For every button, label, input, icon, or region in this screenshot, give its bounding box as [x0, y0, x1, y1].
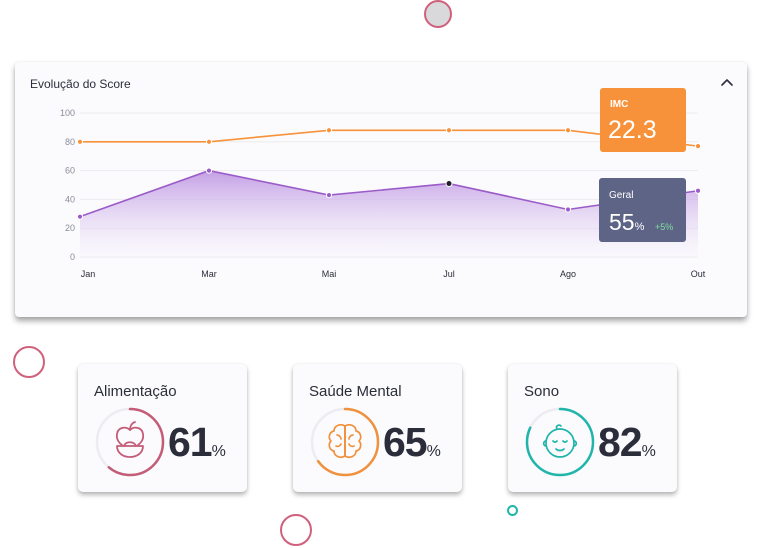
y-tick-label: 40 [65, 194, 75, 204]
metric-value: 65% [383, 419, 441, 466]
point-geral [325, 191, 333, 199]
tooltip-geral-delta: +5% [655, 222, 674, 232]
tooltip-geral-value: 55% [609, 209, 644, 236]
tooltip-imc: IMC 22.3 [600, 88, 686, 152]
decorative-circle-top [424, 0, 452, 28]
metric-card-alimentacao[interactable]: Alimentação 61% [78, 364, 247, 492]
tooltip-imc-label: IMC [610, 99, 629, 110]
x-tick-label: Mai [322, 269, 337, 279]
x-tick-label: Jan [81, 269, 96, 279]
y-tick-label: 0 [70, 252, 75, 262]
point-geral [445, 180, 453, 188]
decorative-dot-teal [507, 505, 518, 516]
brain-icon [328, 423, 362, 459]
y-tick-label: 20 [65, 223, 75, 233]
point-imc [694, 143, 702, 150]
metric-label: Alimentação [94, 383, 177, 400]
metric-label: Saúde Mental [309, 383, 402, 400]
x-tick-label: Jul [443, 269, 455, 279]
progress-ring [310, 407, 380, 477]
point-geral [76, 213, 84, 220]
point-imc [76, 138, 84, 145]
series-area-geral [80, 170, 698, 257]
decorative-circle-left [13, 346, 45, 378]
metric-label: Sono [524, 383, 560, 400]
point-imc [325, 127, 333, 134]
point-imc [205, 138, 213, 145]
y-tick-label: 100 [60, 108, 75, 118]
x-tick-label: Out [691, 269, 706, 279]
metric-unit: % [426, 443, 441, 460]
metric-value: 82% [598, 419, 656, 466]
y-tick-label: 60 [65, 166, 75, 176]
chart-title: Evolução do Score [30, 77, 131, 91]
score-line-chart: 100 80 60 40 20 0 Jan Mar Mai Jul Ago Out [60, 108, 706, 279]
progress-ring [95, 407, 165, 477]
point-geral [205, 167, 213, 174]
y-tick-label: 80 [65, 137, 75, 147]
metric-value: 61% [168, 419, 226, 466]
metric-number: 82 [598, 419, 643, 465]
metric-card-saude-mental[interactable]: Saúde Mental 65% [293, 364, 462, 492]
metric-number: 61 [168, 419, 213, 465]
sleeping-face-icon [542, 424, 578, 458]
point-geral [694, 187, 702, 194]
point-imc [564, 127, 572, 134]
progress-ring [525, 407, 595, 477]
apple-bowl-icon [115, 421, 145, 458]
x-tick-label: Mar [201, 269, 217, 279]
tooltip-geral: Geral 55% +5% [599, 178, 686, 242]
decorative-circle-bottom [280, 514, 312, 546]
tooltip-geral-number: 55 [609, 209, 635, 235]
score-chart-card: 100 80 60 40 20 0 Jan Mar Mai Jul Ago Out Evolução … [15, 62, 747, 317]
metric-unit: % [211, 443, 226, 460]
metric-number: 65 [383, 419, 428, 465]
chevron-up-icon[interactable] [717, 74, 737, 92]
tooltip-geral-label: Geral [609, 190, 634, 201]
point-geral [564, 206, 572, 213]
x-tick-label: Ago [560, 269, 576, 279]
series-line-geral [79, 169, 699, 218]
tooltip-imc-value: 22.3 [608, 116, 657, 144]
metric-unit: % [641, 443, 656, 460]
metric-card-sono[interactable]: Sono 82% [508, 364, 677, 492]
point-imc [445, 127, 453, 134]
tooltip-geral-unit: % [634, 221, 645, 233]
series-line-imc [80, 129, 699, 147]
